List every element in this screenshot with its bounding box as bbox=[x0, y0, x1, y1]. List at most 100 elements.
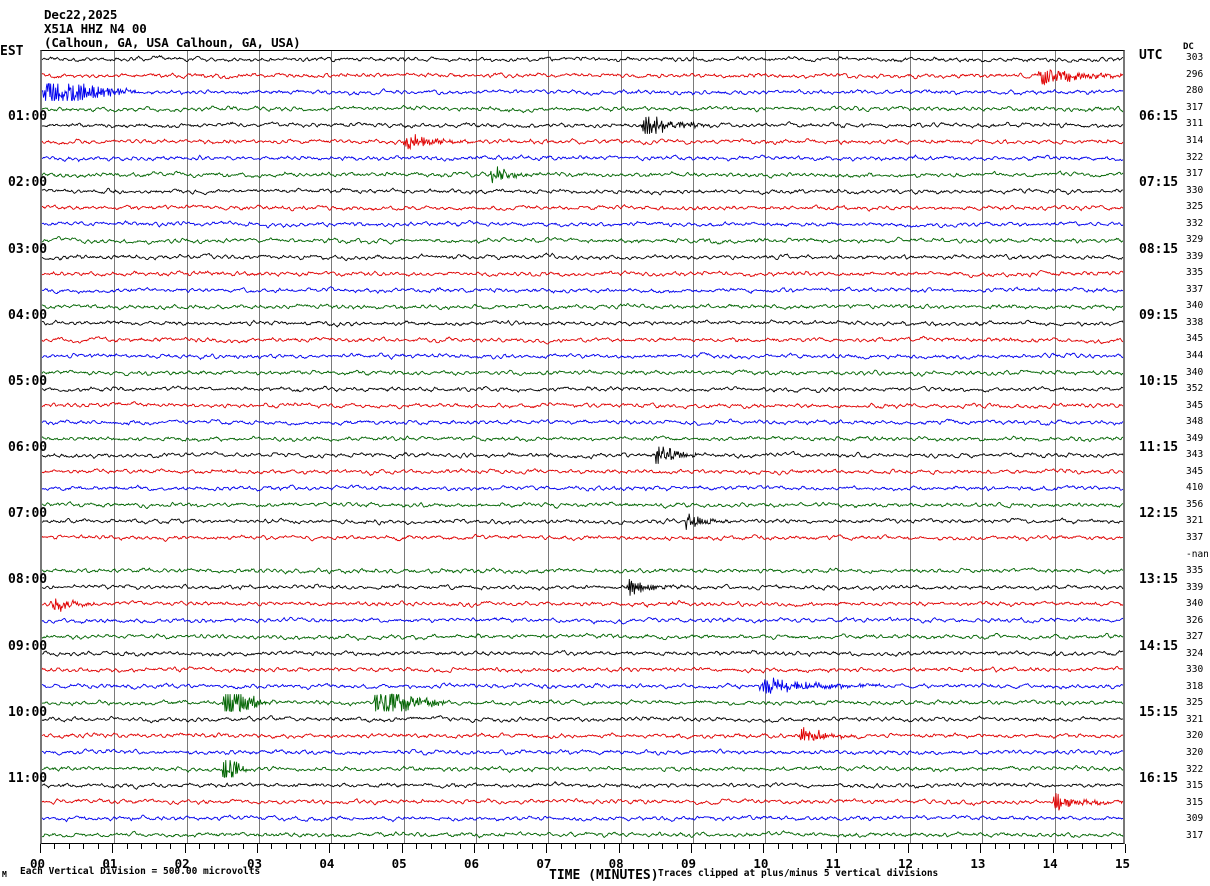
dc-value-row-8: 330 bbox=[1186, 184, 1204, 196]
xtick-minor bbox=[792, 844, 794, 849]
xtick-label-10: 10 bbox=[753, 856, 769, 871]
dc-value-row-33: 340 bbox=[1186, 598, 1204, 610]
hour-label-est-0100: 01:00 bbox=[8, 109, 48, 125]
hour-label-est-0700: 07:00 bbox=[8, 506, 48, 522]
xtick-minor bbox=[647, 844, 649, 849]
hour-label-est-0900: 09:00 bbox=[8, 638, 48, 654]
trace-row-43-green bbox=[42, 760, 1123, 777]
trace-row-38-blue bbox=[42, 678, 1123, 694]
xtick-minor bbox=[97, 844, 99, 849]
dc-value-row-28: 321 bbox=[1186, 515, 1204, 527]
trace-row-46-blue bbox=[42, 815, 1123, 822]
dc-value-row-22: 348 bbox=[1186, 416, 1204, 428]
dc-value-row-46: 309 bbox=[1186, 813, 1204, 825]
xtick-major-02 bbox=[184, 844, 186, 853]
clipping-note: Traces clipped at plus/minus 5 vertical … bbox=[658, 868, 939, 879]
trace-row-26-blue bbox=[42, 485, 1123, 491]
trace-row-37-red bbox=[42, 666, 1123, 672]
hour-label-utc-1115: 11:15 bbox=[1139, 440, 1179, 455]
xtick-minor bbox=[879, 844, 881, 849]
hour-label-utc-1615: 16:15 bbox=[1139, 770, 1179, 786]
x-axis-title: TIME (MINUTES) bbox=[549, 868, 659, 883]
trace-row-3-green bbox=[42, 105, 1123, 112]
gridline-minute-06 bbox=[476, 51, 477, 843]
corner-mark: M bbox=[2, 870, 7, 879]
xtick-minor bbox=[748, 844, 750, 849]
seismic-traces bbox=[42, 51, 1123, 843]
xtick-minor bbox=[459, 844, 461, 849]
xtick-major-08 bbox=[618, 844, 620, 853]
trace-row-35-green bbox=[42, 633, 1123, 640]
dc-value-row-23: 349 bbox=[1186, 432, 1204, 444]
hour-label-est-0200: 02:00 bbox=[8, 175, 48, 191]
xtick-label-08: 08 bbox=[608, 856, 624, 871]
xtick-major-14 bbox=[1052, 844, 1054, 853]
trace-row-4-black bbox=[42, 117, 1123, 134]
xtick-minor bbox=[1023, 844, 1025, 849]
trace-row-42-blue bbox=[42, 749, 1123, 755]
trace-row-44-black bbox=[42, 782, 1123, 790]
dc-value-row-37: 330 bbox=[1186, 664, 1204, 676]
gridline-minute-09 bbox=[693, 51, 694, 843]
xtick-label-03: 03 bbox=[247, 856, 263, 871]
trace-row-32-black bbox=[42, 579, 1123, 596]
xtick-minor bbox=[1067, 844, 1069, 849]
trace-row-19-green bbox=[42, 370, 1123, 376]
dc-value-row-39: 325 bbox=[1186, 697, 1204, 709]
helicorder-plot[interactable] bbox=[40, 50, 1125, 844]
dc-value-row-20: 352 bbox=[1186, 383, 1204, 395]
xtick-minor bbox=[994, 844, 996, 849]
gridline-minute-02 bbox=[186, 51, 188, 843]
axis-label-dc: DC bbox=[1183, 42, 1194, 52]
hour-label-utc-0915: 09:15 bbox=[1139, 307, 1179, 323]
xtick-label-06: 06 bbox=[464, 856, 480, 871]
dc-value-row-31: 335 bbox=[1186, 565, 1204, 577]
xtick-label-12: 12 bbox=[898, 856, 914, 871]
dc-value-row-6: 322 bbox=[1186, 151, 1204, 163]
xtick-minor bbox=[199, 844, 201, 849]
xtick-minor bbox=[604, 844, 606, 849]
dc-value-row-7: 317 bbox=[1186, 168, 1204, 180]
dc-value-row-15: 340 bbox=[1186, 300, 1204, 312]
xtick-minor bbox=[430, 844, 432, 849]
trace-row-6-blue bbox=[42, 155, 1123, 162]
hour-label-utc-1415: 14:15 bbox=[1139, 638, 1179, 654]
dc-value-row-10: 332 bbox=[1186, 217, 1204, 229]
hour-label-utc-1215: 12:15 bbox=[1139, 506, 1179, 522]
hour-label-est-0500: 05:00 bbox=[8, 373, 48, 389]
xtick-minor bbox=[285, 844, 287, 849]
xtick-minor bbox=[1009, 844, 1011, 849]
xtick-minor bbox=[531, 844, 533, 849]
trace-row-34-blue bbox=[42, 617, 1123, 624]
dc-value-row-21: 345 bbox=[1186, 399, 1204, 411]
trace-row-20-black bbox=[42, 386, 1123, 392]
xtick-minor bbox=[705, 844, 707, 849]
gridline-minute-01 bbox=[114, 51, 116, 843]
xtick-minor bbox=[893, 844, 895, 849]
gridline-minute-10 bbox=[765, 51, 767, 843]
hour-label-utc-0815: 08:15 bbox=[1139, 241, 1179, 257]
xtick-minor bbox=[488, 844, 490, 849]
xtick-minor bbox=[936, 844, 938, 849]
trace-row-8-black bbox=[42, 188, 1123, 195]
dc-value-row-12: 339 bbox=[1186, 250, 1204, 262]
xtick-minor bbox=[83, 844, 85, 849]
hour-label-est-1100: 11:00 bbox=[8, 770, 48, 786]
dc-value-row-45: 315 bbox=[1186, 796, 1204, 808]
trace-row-31-green bbox=[42, 568, 1123, 574]
xtick-minor bbox=[314, 844, 316, 849]
xtick-minor bbox=[517, 844, 519, 849]
trace-row-0-black bbox=[42, 56, 1123, 63]
xtick-minor bbox=[633, 844, 635, 849]
trace-row-5-red bbox=[42, 134, 1123, 149]
trace-row-40-black bbox=[42, 716, 1123, 723]
axis-label-utc: UTC bbox=[1139, 48, 1163, 63]
xtick-major-13 bbox=[980, 844, 982, 853]
xtick-minor bbox=[951, 844, 953, 849]
dc-value-row-43: 322 bbox=[1186, 763, 1204, 775]
xtick-minor bbox=[1081, 844, 1083, 849]
xtick-label-07: 07 bbox=[536, 856, 552, 871]
trace-row-14-blue bbox=[42, 287, 1123, 294]
hour-label-est-0800: 08:00 bbox=[8, 572, 48, 588]
xtick-major-03 bbox=[257, 844, 258, 853]
